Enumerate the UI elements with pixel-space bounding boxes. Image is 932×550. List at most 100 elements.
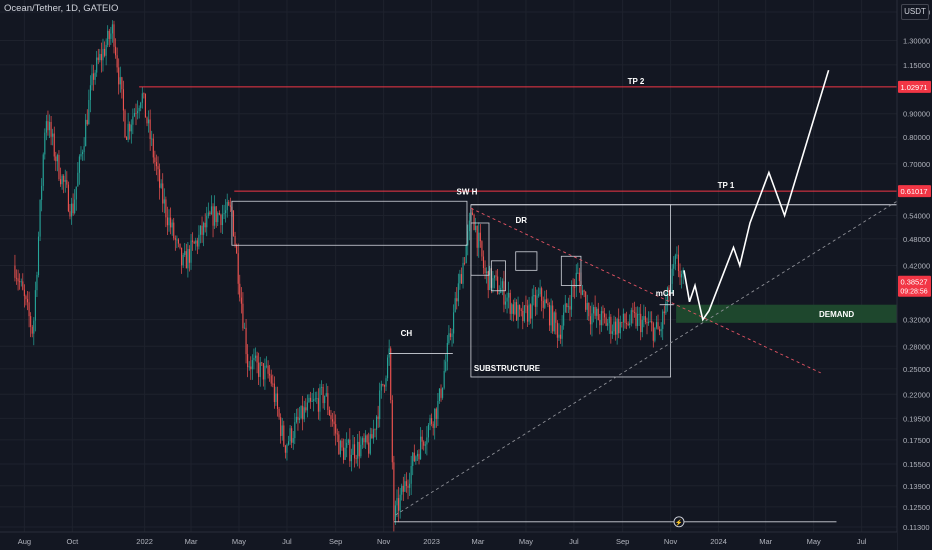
- candle-body: [151, 138, 153, 140]
- candle-body: [421, 436, 423, 442]
- candle-body: [226, 201, 228, 211]
- candle-body: [283, 425, 285, 446]
- candle-body: [91, 73, 93, 86]
- price-tick-label: 0.42000: [903, 262, 930, 271]
- candle-body: [498, 293, 500, 294]
- candle-body: [94, 72, 96, 80]
- candle-body: [369, 434, 371, 454]
- candle-body: [592, 307, 595, 314]
- candle-body: [668, 287, 670, 295]
- candle-body: [270, 375, 272, 384]
- candle-body: [77, 172, 79, 187]
- candle-body: [214, 206, 216, 226]
- candle-body: [50, 121, 52, 137]
- candle-body: [651, 320, 653, 324]
- candle-body: [74, 199, 76, 214]
- candle-body: [613, 321, 615, 332]
- candle-body: [171, 222, 173, 228]
- candle-body: [528, 304, 530, 322]
- candle-body: [243, 327, 246, 329]
- candle-body: [28, 302, 30, 317]
- candle-body: [331, 419, 334, 422]
- candle-body: [152, 138, 154, 158]
- candle-body: [86, 119, 88, 125]
- candle-body: [31, 326, 33, 334]
- grid: [0, 0, 897, 532]
- candle-body: [311, 401, 313, 402]
- candle-body: [163, 199, 165, 204]
- candle-body: [124, 110, 126, 138]
- candle-body: [294, 422, 296, 439]
- candle-body: [564, 303, 566, 313]
- candle-body: [88, 100, 90, 125]
- candle-body: [97, 57, 99, 61]
- candle-body: [242, 303, 244, 329]
- candle-body: [390, 348, 392, 400]
- candle-body: [429, 418, 431, 425]
- candle-body: [144, 93, 146, 118]
- candle-body: [69, 211, 71, 217]
- candle-body: [47, 121, 49, 131]
- time-tick-label: Mar: [759, 537, 772, 546]
- candle-body: [146, 117, 148, 124]
- candle-body: [591, 313, 593, 325]
- candle-body: [358, 441, 360, 457]
- trendline: [470, 207, 821, 374]
- candle-body: [530, 304, 532, 319]
- candle-body: [324, 395, 326, 404]
- candle-body: [354, 444, 356, 459]
- candle-body: [493, 275, 496, 279]
- candle-body: [217, 213, 219, 223]
- candle-body: [556, 322, 558, 338]
- candle-body: [357, 441, 359, 459]
- candle-body: [449, 333, 452, 337]
- candle-body: [679, 270, 681, 278]
- candle-body: [586, 302, 588, 310]
- candle-body: [75, 186, 77, 200]
- candle-body: [162, 183, 164, 204]
- range-box: [231, 200, 468, 246]
- candle-body: [133, 113, 135, 117]
- demand-zone: [676, 304, 897, 323]
- candle-body: [503, 281, 505, 305]
- candle-body: [484, 267, 486, 274]
- candle-body: [641, 319, 643, 333]
- price-tick-label: 0.48000: [903, 235, 930, 244]
- candle-body: [256, 355, 258, 363]
- candle-body: [512, 304, 514, 314]
- candle-body: [143, 93, 145, 95]
- candle-body: [195, 240, 197, 244]
- candle-body: [228, 201, 230, 206]
- candle-body: [209, 212, 211, 215]
- candle-body: [423, 441, 425, 446]
- candle-body: [352, 444, 354, 455]
- candle-body: [67, 184, 69, 212]
- candle-body: [250, 366, 252, 370]
- candle-body: [385, 378, 387, 387]
- candle-body: [201, 225, 203, 235]
- candle-body: [130, 124, 132, 132]
- candle-body: [355, 458, 357, 460]
- candle-body: [666, 287, 668, 302]
- candle-body: [523, 305, 525, 322]
- candle-body: [363, 438, 365, 443]
- level-price-text: 1.02971: [900, 83, 927, 92]
- currency-badge[interactable]: USDT: [901, 4, 929, 20]
- candle-body: [448, 333, 450, 343]
- candle-body: [336, 433, 338, 435]
- candle-body: [514, 302, 516, 314]
- candle-body: [577, 272, 579, 274]
- candle-body: [344, 447, 346, 460]
- last-price-text: 0.38527: [900, 278, 927, 287]
- candle-body: [657, 322, 659, 330]
- candle-body: [451, 333, 453, 337]
- candle-body: [34, 290, 36, 321]
- candle-body: [149, 119, 151, 140]
- candle-body: [107, 30, 109, 45]
- candle-body: [563, 312, 565, 326]
- candle-body: [166, 217, 169, 226]
- level-label: TP 1: [718, 181, 735, 190]
- candle-body: [399, 494, 401, 511]
- candle-body: [81, 152, 84, 155]
